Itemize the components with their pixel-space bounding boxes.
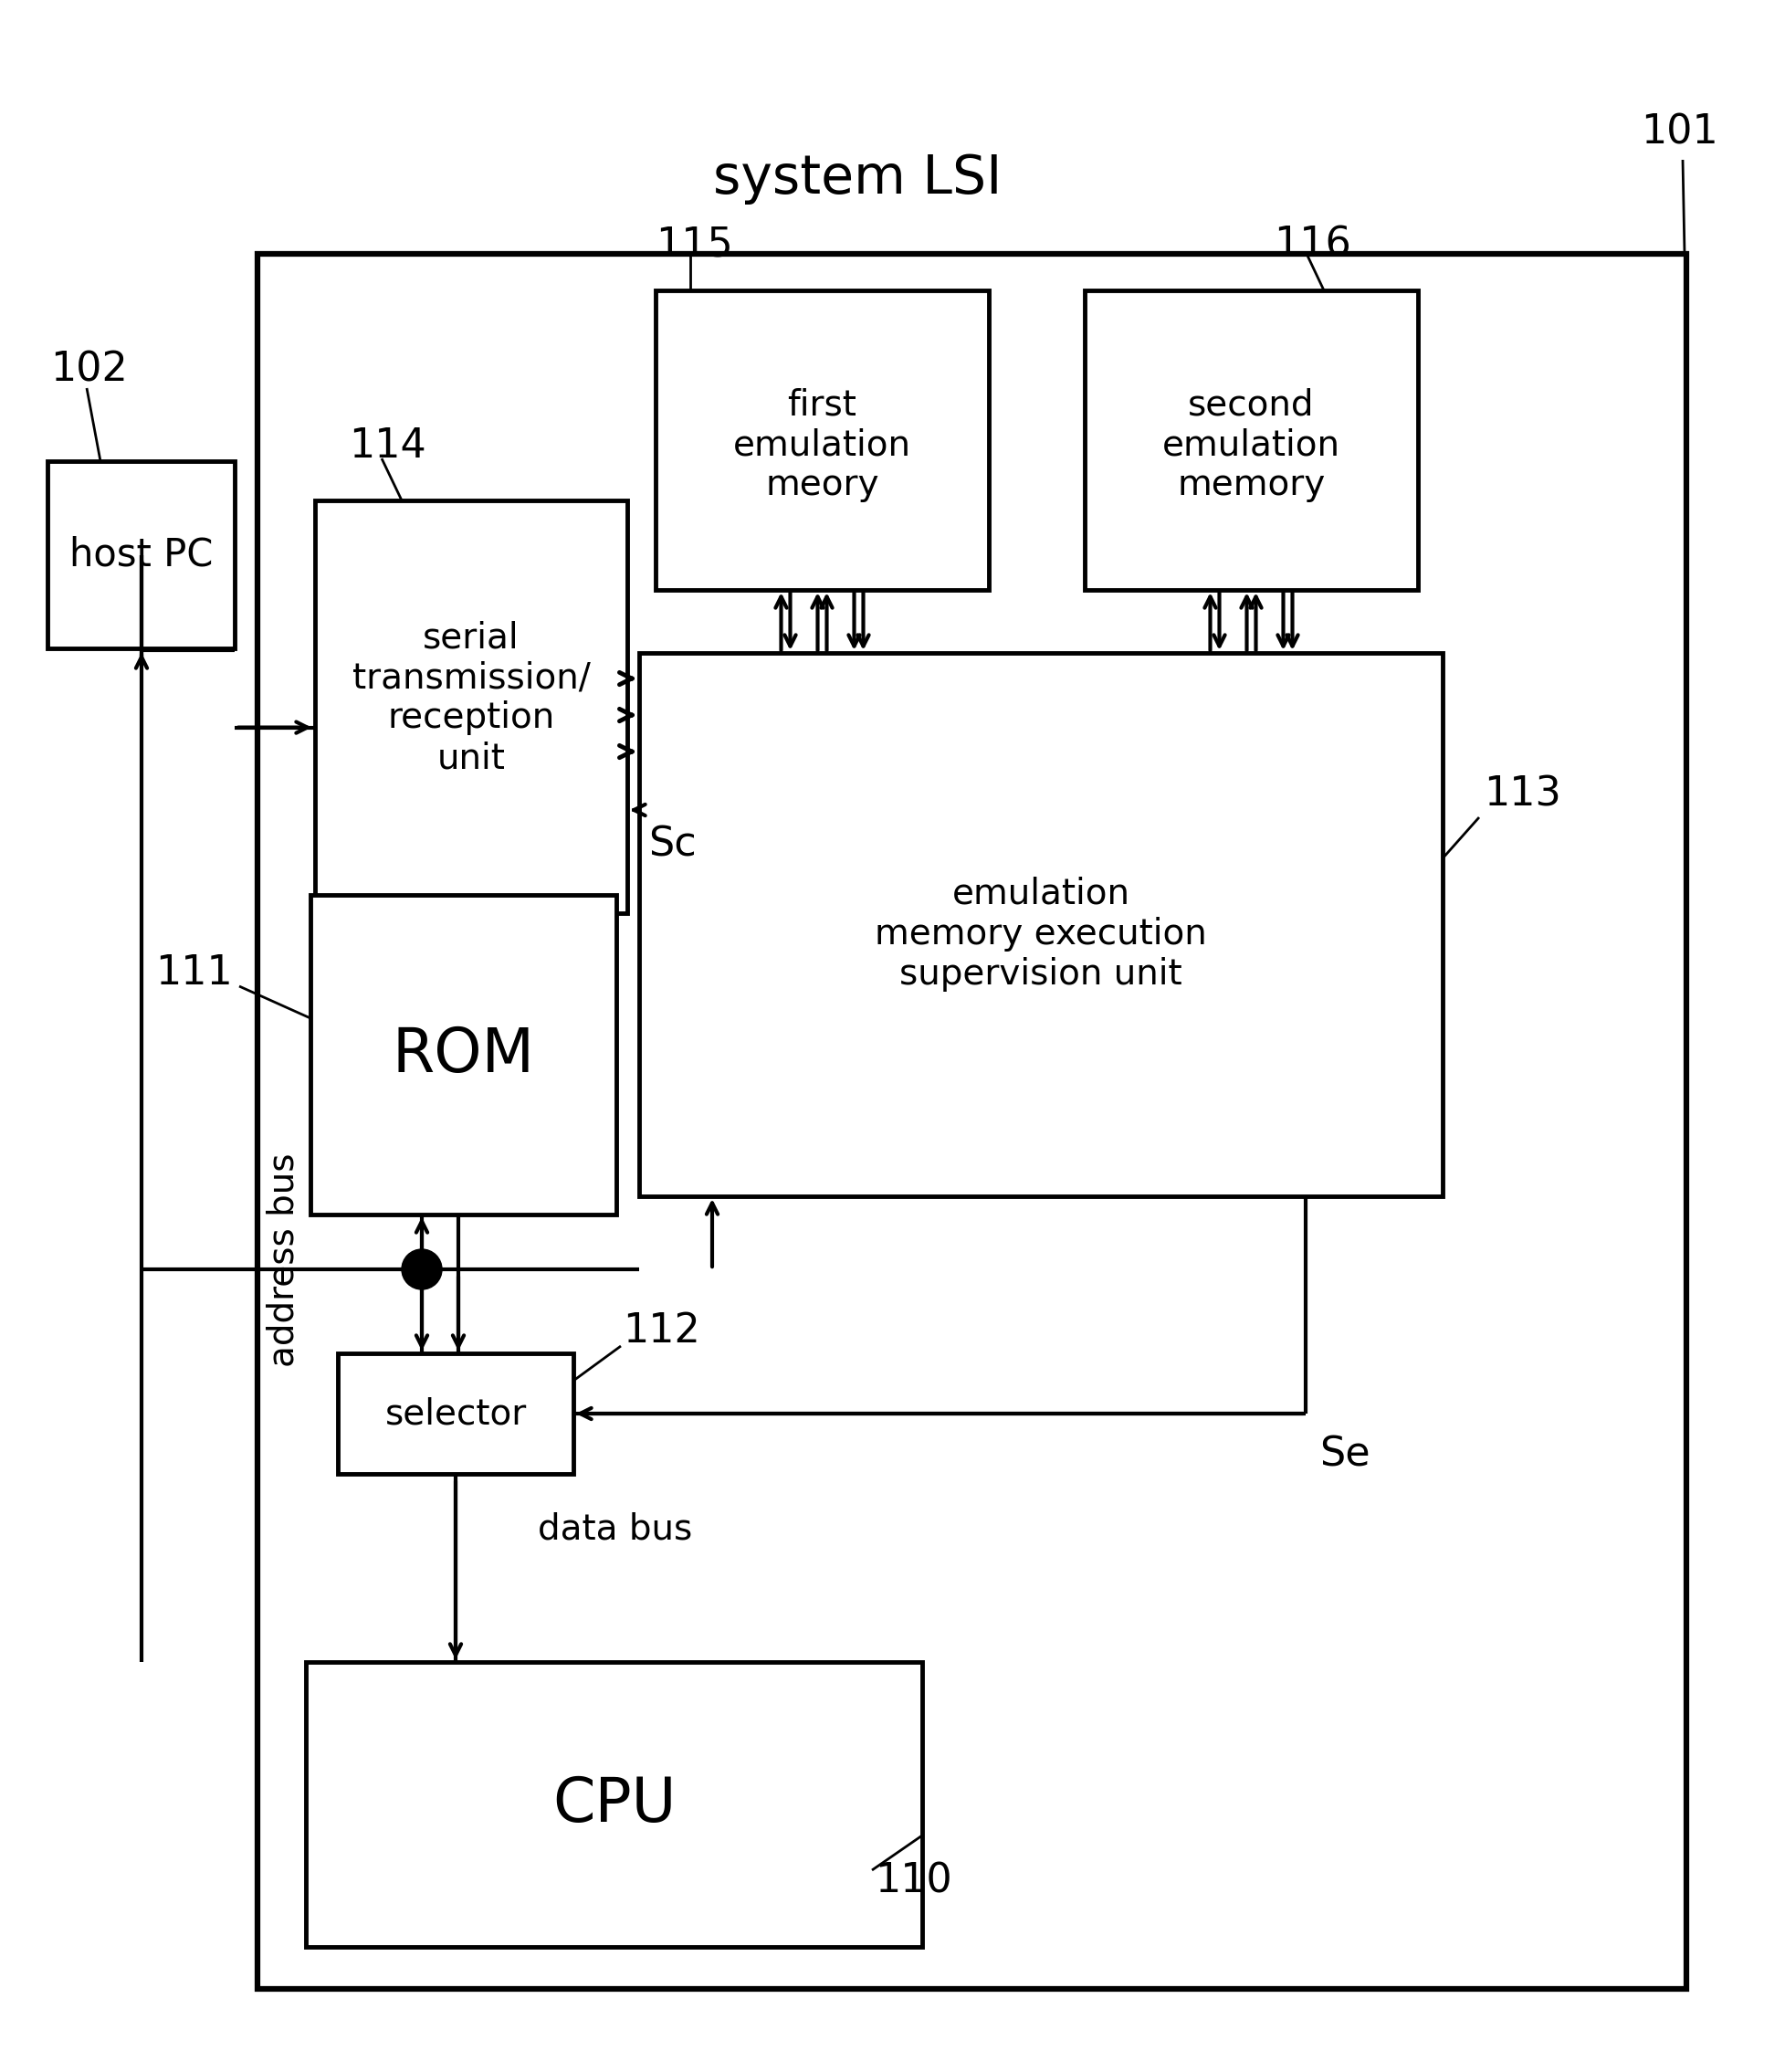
Bar — [314, 501, 627, 914]
Text: 112: 112 — [623, 1312, 700, 1351]
Text: emulation
memory execution
supervision unit: emulation memory execution supervision u… — [875, 876, 1207, 990]
Text: 116: 116 — [1273, 226, 1351, 265]
Bar — [305, 1662, 921, 1948]
Bar — [1083, 290, 1417, 591]
Text: system LSI: system LSI — [712, 151, 1001, 205]
Bar — [48, 462, 234, 649]
Bar — [257, 255, 1685, 1989]
Text: 111: 111 — [155, 953, 232, 992]
Text: 115: 115 — [655, 226, 732, 265]
Bar — [311, 895, 616, 1214]
Text: serial
transmission/
reception
unit: serial transmission/ reception unit — [352, 620, 589, 775]
Text: 101: 101 — [1640, 112, 1717, 151]
Text: CPU: CPU — [552, 1774, 675, 1834]
Text: 102: 102 — [50, 350, 129, 390]
Text: second
emulation
memory: second emulation memory — [1162, 387, 1341, 501]
Text: 113: 113 — [1483, 775, 1560, 814]
Text: 114: 114 — [348, 427, 427, 466]
Text: data bus: data bus — [537, 1510, 693, 1546]
Text: Se: Se — [1319, 1436, 1369, 1475]
Text: host PC: host PC — [70, 535, 212, 574]
Text: selector: selector — [384, 1397, 527, 1432]
Circle shape — [402, 1249, 441, 1289]
Bar — [655, 290, 989, 591]
Text: first
emulation
meory: first emulation meory — [734, 387, 910, 501]
Bar — [639, 653, 1442, 1196]
Text: ROM: ROM — [393, 1024, 534, 1086]
Text: address bus: address bus — [266, 1154, 300, 1368]
Text: Sc: Sc — [648, 825, 696, 864]
Text: 110: 110 — [875, 1861, 951, 1900]
Bar — [337, 1353, 573, 1473]
